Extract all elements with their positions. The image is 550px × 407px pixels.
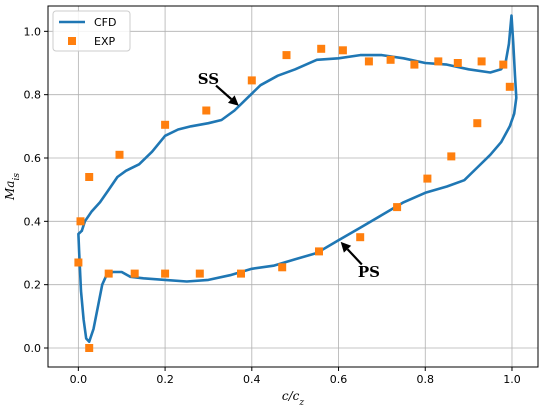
annotation-arrow-shaft <box>346 248 363 266</box>
exp-data-point <box>338 46 347 55</box>
exp-data-point <box>317 44 326 53</box>
exp-data-point <box>85 173 94 181</box>
exp-data-point <box>364 57 373 66</box>
y-tick-label: 0.0 <box>24 342 42 355</box>
exp-data-point <box>505 82 514 91</box>
y-tick-label: 1.0 <box>24 25 42 38</box>
exp-data-point <box>393 203 402 212</box>
exp-data-point <box>74 258 83 267</box>
legend-exp-swatch <box>68 37 76 45</box>
x-tick-label: 0.6 <box>330 373 348 386</box>
exp-data-point <box>410 60 419 69</box>
x-tick-label: 0.2 <box>156 373 174 386</box>
x-ticks: 0.0 0.2 0.4 0.6 0.8 1.0 <box>70 367 521 386</box>
cfd-series-line <box>77 14 518 343</box>
y-tick-label: 0.8 <box>24 89 42 102</box>
exp-data-point <box>130 269 139 278</box>
exp-data-point <box>202 106 211 115</box>
x-tick-label: 0.8 <box>417 373 435 386</box>
y-tick-label: 0.6 <box>24 152 42 165</box>
exp-data-point <box>115 150 124 159</box>
y-axis-label-subscript: is <box>12 173 22 181</box>
exp-data-point <box>161 120 170 129</box>
annotation-arrow-head <box>340 241 352 253</box>
legend-exp-label: EXP <box>94 35 115 48</box>
exp-data-point <box>278 263 287 272</box>
annotation-label: PS <box>358 263 380 281</box>
plot-frame <box>47 5 539 368</box>
exp-data-point <box>315 247 323 256</box>
annotation-label: SS <box>198 70 219 88</box>
exp-data-point <box>356 233 365 242</box>
exp-data-point <box>453 59 462 67</box>
y-tick-label: 0.4 <box>24 215 42 228</box>
exp-data-point <box>423 174 432 183</box>
exp-data-point <box>499 60 508 69</box>
exp-data-point <box>104 269 113 278</box>
exp-data-point <box>473 119 482 128</box>
x-axis-label: c/cz <box>282 389 304 407</box>
x-tick-label: 1.0 <box>503 373 521 386</box>
exp-data-point <box>247 76 256 85</box>
exp-data-point <box>434 57 443 66</box>
exp-data-point <box>161 269 170 278</box>
x-tick-label: 0.4 <box>243 373 261 386</box>
exp-data-point <box>85 344 94 352</box>
x-tick-label: 0.0 <box>70 373 88 386</box>
annotations: SS PS <box>198 70 380 281</box>
y-ticks: 0.0 0.2 0.4 0.6 0.8 1.0 <box>24 25 48 355</box>
legend: CFD EXP <box>52 10 131 52</box>
exp-data-point <box>237 269 245 278</box>
exp-data-point <box>282 51 291 60</box>
exp-data-point <box>447 152 456 161</box>
y-tick-label: 0.2 <box>24 279 42 292</box>
x-axis-label-subscript: z <box>298 398 304 407</box>
legend-cfd-label: CFD <box>94 16 116 29</box>
annotation-arrow-shaft <box>215 84 233 100</box>
series-layer <box>74 14 518 352</box>
exp-data-point <box>195 269 204 278</box>
exp-data-point <box>477 57 486 66</box>
exp-data-point <box>386 55 395 64</box>
annotation-arrow-head <box>227 95 239 106</box>
legend-box <box>52 10 131 52</box>
exp-data-point <box>76 217 85 226</box>
